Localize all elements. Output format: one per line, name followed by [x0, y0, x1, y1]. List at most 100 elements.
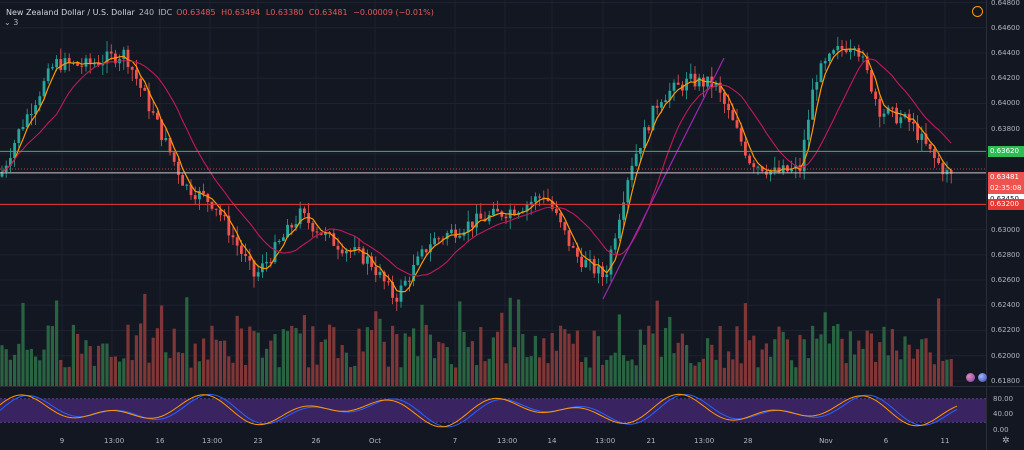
volume-bar [853, 354, 857, 386]
candle-body [240, 245, 243, 254]
candle-body [366, 256, 369, 264]
indicators-toggle[interactable]: ⌄ 3 [4, 18, 18, 27]
volume-bar [529, 356, 533, 386]
time-tick-label: 23 [253, 437, 263, 445]
volume-bar [790, 360, 794, 386]
candle-body [618, 219, 621, 239]
volume-bar [563, 329, 567, 386]
volume-bar [508, 297, 512, 386]
volume-bar [244, 364, 248, 386]
candle-body [227, 215, 231, 236]
volume-bar [899, 359, 903, 386]
candle-body [34, 105, 37, 115]
volume-bar [235, 315, 239, 386]
candle-body [878, 99, 882, 117]
volume-bar [546, 363, 550, 386]
candle-body [664, 100, 667, 103]
volume-bar [101, 343, 105, 386]
volume-bar [542, 338, 546, 386]
settings-circle-icon[interactable] [972, 6, 983, 17]
volume-bar [832, 325, 836, 386]
volume-bar [647, 325, 651, 386]
candle-body [437, 238, 441, 240]
volume-bar [286, 331, 290, 386]
volume-bar [630, 359, 634, 386]
volume-bar [781, 331, 785, 386]
candle-body [891, 107, 894, 109]
candle-body [752, 163, 756, 168]
volume-bar [319, 342, 323, 386]
volume-bar [609, 355, 613, 386]
symbol-name[interactable]: New Zealand Dollar / U.S. Dollar [6, 7, 135, 17]
moon-icon[interactable] [978, 373, 987, 382]
candle-body [676, 82, 680, 85]
price-tick-label: 0.64400 [991, 48, 1020, 57]
price-tag: 02:35:08 [988, 183, 1024, 194]
fast-moving-average [1, 48, 952, 293]
candle-body [231, 235, 235, 238]
volume-bar [827, 343, 831, 386]
candle-body [697, 77, 701, 87]
volume-bar [500, 312, 504, 386]
time-tick-label: 14 [547, 437, 557, 445]
candle-body [823, 61, 827, 64]
candle-body [815, 82, 819, 90]
candle-body [67, 58, 71, 63]
volume-bar [752, 335, 756, 386]
volume-bar [294, 327, 298, 386]
gear-icon[interactable]: ✲ [1002, 436, 1010, 446]
oscillator-tick-label: 0.00 [993, 426, 1009, 434]
volume-bar [697, 362, 701, 386]
candle-body [399, 285, 403, 302]
volume-bar [932, 364, 936, 386]
volume-bar [17, 343, 21, 386]
volume-bar [714, 359, 718, 386]
time-tick-label: 28 [743, 437, 753, 445]
volume-bar [8, 359, 12, 386]
volume-bar [76, 333, 80, 386]
candle-body [949, 170, 953, 174]
candle-body [340, 249, 344, 254]
volume-bar [252, 330, 256, 386]
volume-bar [794, 367, 798, 386]
volume-bar [134, 335, 138, 386]
volume-bar [193, 343, 197, 386]
volume-bar [865, 330, 869, 386]
volume-bar [462, 331, 466, 386]
candle-body [189, 184, 193, 196]
candle-body [580, 256, 583, 268]
volume-bar [424, 324, 428, 386]
volume-bar [823, 312, 827, 386]
globe-icon[interactable] [966, 373, 975, 382]
source-label: IDC [158, 7, 173, 17]
volume-bar [4, 349, 8, 386]
high-value: H0.63494 [221, 7, 261, 17]
candle-body [861, 56, 865, 58]
volume-bar [357, 328, 361, 386]
candle-body [748, 155, 751, 164]
volume-bar [353, 365, 357, 386]
candle-body [605, 274, 609, 277]
volume-bar [302, 315, 306, 386]
candle-body [143, 87, 147, 91]
volume-bar [470, 341, 474, 386]
interval-label[interactable]: 240 [138, 7, 155, 17]
volume-bar [861, 348, 865, 386]
candle-body [504, 216, 508, 219]
volume-bar [172, 328, 176, 386]
candle-body [156, 112, 159, 120]
candle-body [17, 129, 21, 143]
volume-bar [218, 340, 222, 386]
volume-bar [416, 356, 420, 386]
candle-body [668, 90, 672, 101]
volume-bar [395, 334, 399, 386]
candle-body [80, 65, 84, 67]
candle-body [786, 165, 789, 172]
chart-legend: New Zealand Dollar / U.S. Dollar 240 IDC… [6, 5, 437, 19]
volume-bar [664, 327, 668, 386]
volume-bar [407, 336, 411, 386]
volume-bar [311, 326, 315, 386]
volume-bar [680, 333, 684, 386]
candle-body [450, 229, 453, 234]
